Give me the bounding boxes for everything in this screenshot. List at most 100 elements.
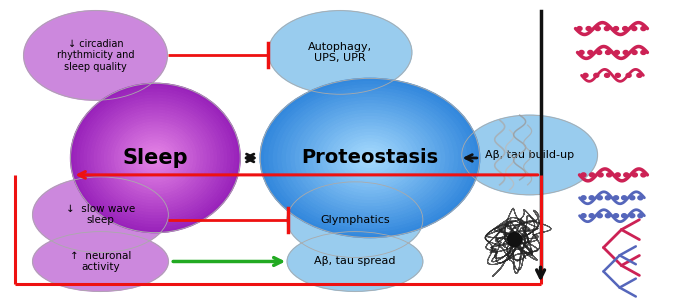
Ellipse shape <box>313 117 427 200</box>
Ellipse shape <box>588 50 593 54</box>
Ellipse shape <box>322 123 419 193</box>
Ellipse shape <box>366 155 374 161</box>
Ellipse shape <box>361 152 379 164</box>
Ellipse shape <box>339 136 401 180</box>
Ellipse shape <box>357 148 383 167</box>
Ellipse shape <box>81 92 230 224</box>
Ellipse shape <box>260 78 480 238</box>
Ellipse shape <box>286 98 453 218</box>
Text: Glymphatics: Glymphatics <box>320 215 390 225</box>
Ellipse shape <box>606 50 610 54</box>
Ellipse shape <box>304 110 436 206</box>
Ellipse shape <box>344 139 397 177</box>
Ellipse shape <box>128 134 182 182</box>
Ellipse shape <box>282 94 458 222</box>
Ellipse shape <box>615 74 621 77</box>
Ellipse shape <box>77 89 234 226</box>
Ellipse shape <box>330 129 410 187</box>
Ellipse shape <box>145 149 166 167</box>
Text: Sleep: Sleep <box>123 148 188 168</box>
Ellipse shape <box>597 214 602 218</box>
Ellipse shape <box>624 173 629 177</box>
Ellipse shape <box>105 113 206 203</box>
Ellipse shape <box>630 214 635 218</box>
Ellipse shape <box>638 214 643 218</box>
Ellipse shape <box>132 137 179 179</box>
Ellipse shape <box>138 143 173 173</box>
Ellipse shape <box>632 173 637 177</box>
Text: Aβ, tau spread: Aβ, tau spread <box>314 256 396 266</box>
Ellipse shape <box>622 214 627 218</box>
Ellipse shape <box>637 74 642 77</box>
Ellipse shape <box>589 196 594 200</box>
Ellipse shape <box>108 116 203 200</box>
Ellipse shape <box>597 50 601 54</box>
Ellipse shape <box>632 27 637 31</box>
Ellipse shape <box>597 196 602 200</box>
Text: ↓ circadian
rhythmicity and
sleep quality: ↓ circadian rhythmicity and sleep qualit… <box>57 39 134 72</box>
Ellipse shape <box>577 27 582 31</box>
Ellipse shape <box>614 27 619 31</box>
Ellipse shape <box>95 104 216 212</box>
Ellipse shape <box>581 196 586 200</box>
Ellipse shape <box>317 120 423 196</box>
Ellipse shape <box>33 232 169 291</box>
Ellipse shape <box>295 104 445 212</box>
Ellipse shape <box>581 214 586 218</box>
Ellipse shape <box>74 86 237 230</box>
Ellipse shape <box>71 83 240 232</box>
Ellipse shape <box>101 110 210 206</box>
Ellipse shape <box>118 125 192 191</box>
Ellipse shape <box>152 155 159 161</box>
Ellipse shape <box>626 74 631 77</box>
Ellipse shape <box>606 214 610 218</box>
Ellipse shape <box>299 107 440 209</box>
Ellipse shape <box>632 50 637 54</box>
Ellipse shape <box>622 196 627 200</box>
Text: Proteostasis: Proteostasis <box>301 148 438 167</box>
Ellipse shape <box>287 182 423 257</box>
Ellipse shape <box>33 177 169 253</box>
Ellipse shape <box>590 173 595 177</box>
Ellipse shape <box>594 74 599 77</box>
Ellipse shape <box>348 142 392 174</box>
Ellipse shape <box>462 115 597 195</box>
Ellipse shape <box>579 50 584 54</box>
Ellipse shape <box>614 214 619 218</box>
Ellipse shape <box>614 50 619 54</box>
Ellipse shape <box>114 122 196 194</box>
Ellipse shape <box>607 173 612 177</box>
Ellipse shape <box>121 128 189 188</box>
Text: ↓  slow wave
sleep: ↓ slow wave sleep <box>66 204 135 226</box>
Ellipse shape <box>24 11 167 100</box>
Ellipse shape <box>583 74 588 77</box>
Ellipse shape <box>352 145 388 171</box>
Ellipse shape <box>630 196 635 200</box>
Ellipse shape <box>291 100 449 215</box>
Ellipse shape <box>595 27 600 31</box>
Ellipse shape <box>88 98 223 218</box>
Ellipse shape <box>606 196 610 200</box>
Ellipse shape <box>308 113 432 202</box>
Ellipse shape <box>508 232 522 247</box>
Ellipse shape <box>605 74 610 77</box>
Ellipse shape <box>111 119 199 197</box>
Ellipse shape <box>598 173 603 177</box>
Ellipse shape <box>615 173 620 177</box>
Ellipse shape <box>623 50 628 54</box>
Ellipse shape <box>135 140 176 176</box>
Ellipse shape <box>125 131 186 185</box>
Ellipse shape <box>84 95 227 221</box>
Ellipse shape <box>614 196 619 200</box>
Ellipse shape <box>581 173 586 177</box>
Ellipse shape <box>268 11 412 94</box>
Ellipse shape <box>98 107 213 209</box>
Text: ↑  neuronal
activity: ↑ neuronal activity <box>70 251 132 272</box>
Ellipse shape <box>273 88 466 228</box>
Ellipse shape <box>641 27 646 31</box>
Ellipse shape <box>264 82 475 234</box>
Ellipse shape <box>586 27 591 31</box>
Ellipse shape <box>269 85 471 231</box>
Ellipse shape <box>589 214 594 218</box>
Ellipse shape <box>277 91 462 225</box>
